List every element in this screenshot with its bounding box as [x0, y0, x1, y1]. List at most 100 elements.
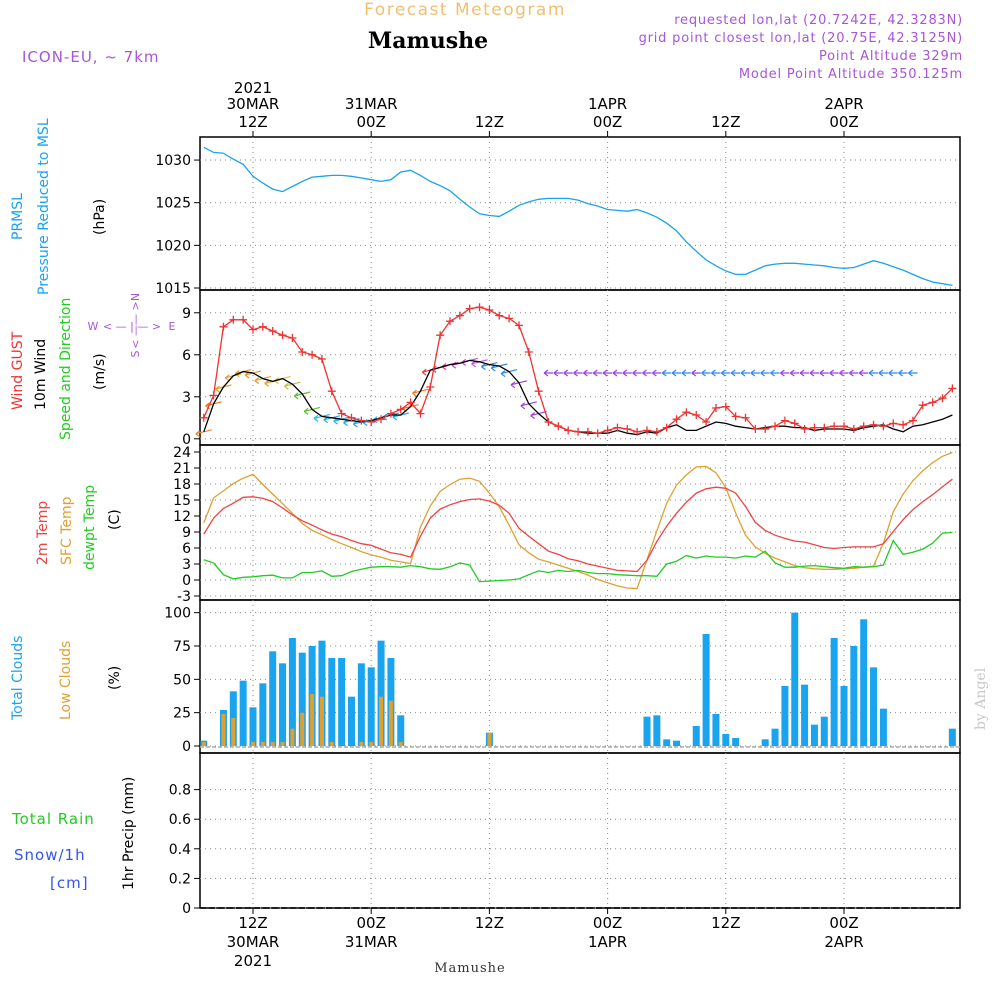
bottom-hour-label: 12Z [711, 914, 740, 932]
gust-point [505, 314, 514, 323]
top-hour-label: 12Z [238, 113, 267, 131]
wind-arrow [553, 369, 563, 377]
wind-speed-dir-label: Speed and Direction [58, 298, 74, 440]
top-date-label: 31MAR [345, 95, 398, 113]
compass-ns-arrow: < —— > [129, 301, 142, 348]
low-cloud-bar [260, 742, 265, 746]
wind-arrow [563, 369, 573, 377]
total-cloud-bar [663, 739, 671, 746]
total-clouds-label: Total Clouds [10, 636, 26, 721]
total-cloud-bar [801, 684, 809, 746]
gust-point [859, 422, 868, 431]
wind-arrow [632, 369, 642, 377]
wind-arrow [224, 373, 242, 382]
gust-point [928, 398, 937, 407]
gust-point [682, 408, 691, 417]
gust-point [317, 355, 326, 363]
gust-point [298, 348, 307, 356]
gust-point [386, 409, 395, 418]
cloud-bars [200, 612, 960, 748]
wind-arrow [720, 369, 731, 377]
wind-arrow [592, 369, 603, 377]
wind-arrow [642, 369, 652, 377]
precip-ylabel: 1hr Precip (mm) [121, 777, 137, 890]
dewpt-temp-label: dewpt Temp [82, 485, 98, 570]
total-cloud-bar [771, 728, 779, 746]
wind-arrow [780, 369, 790, 377]
gust-point [672, 415, 681, 424]
wind-arrow [770, 369, 780, 377]
clouds-panel: 0 25 50 75 100 Total Clouds Low Clouds (%) [10, 599, 961, 755]
total-cloud-bar [840, 686, 848, 746]
low-cloud-bar [270, 742, 275, 746]
total-cloud-bar [761, 739, 769, 746]
gust-point [564, 426, 573, 435]
snow-units-label: [cm] [50, 874, 89, 892]
low-cloud-bar [201, 742, 206, 746]
total-cloud-bar [348, 696, 355, 746]
wind-arrow [848, 369, 859, 377]
total-cloud-bar [791, 612, 799, 746]
bottom-hour-label: 00Z [357, 914, 386, 932]
requested-lonlat: requested lon,lat (20.7242E, 42.3283N) [674, 13, 963, 28]
wind-units: (m/s) [92, 353, 108, 390]
gust-point [219, 322, 228, 331]
gust-point [652, 427, 661, 436]
wind-arrow [651, 369, 662, 377]
gust-point [465, 304, 474, 313]
bottom-date-label: 2APR [824, 933, 863, 951]
gust-point [514, 321, 523, 330]
p3-ytick-label: 18 [173, 477, 191, 493]
p2-ytick-label: 0 [182, 432, 191, 448]
top-hour-label: 12Z [711, 113, 740, 131]
wind-y-axis: 0 3 6 9 [182, 306, 200, 448]
wind-arrow [195, 429, 212, 438]
wind-arrow [760, 369, 770, 377]
total-rain-label: Total Rain [11, 810, 95, 828]
low-cloud-bar [290, 728, 295, 746]
total-cloud-bar [298, 652, 306, 746]
wind-arrow [858, 369, 869, 377]
total-cloud-bar [367, 667, 375, 746]
station-title: Mamushe [368, 28, 488, 54]
gust-point [613, 423, 622, 432]
total-cloud-bar [249, 707, 257, 746]
grid-point-lonlat: grid point closest lon,lat (20.75E, 42.3… [639, 31, 963, 46]
gust-point [702, 418, 711, 426]
wind-arrow [809, 369, 819, 377]
low-cloud-bar [379, 696, 384, 746]
low-cloud-bar [231, 718, 236, 746]
wind-arrow [284, 381, 301, 390]
gust-point [721, 402, 730, 411]
wind-arrow [888, 369, 898, 377]
gust-point [574, 427, 583, 436]
top-hour-label: 00Z [357, 113, 386, 131]
wind-panel: 0 3 6 9 Wind GUST 10m Wind Speed and Direct… [10, 289, 961, 448]
wind-arrow [602, 369, 613, 377]
temp-2m-label: 2m Temp [35, 501, 51, 565]
watermark: by Angel [973, 667, 989, 730]
precip-frame [199, 752, 961, 909]
wind-arrow [671, 369, 682, 377]
total-cloud-bar [810, 724, 818, 746]
wind-arrow [789, 369, 800, 377]
total-cloud-bar [673, 740, 681, 746]
wind-arrow [839, 369, 849, 377]
sfc-temp-line [203, 451, 953, 590]
gust-point [495, 311, 504, 320]
gust-point [800, 425, 809, 433]
total-cloud-bar [732, 738, 740, 746]
gust-point [209, 391, 218, 400]
total-cloud-bar [870, 667, 878, 746]
gust-point [229, 315, 238, 324]
wind-gust-line [203, 306, 953, 434]
wind-10m-line [203, 359, 953, 436]
wind-arrow [661, 369, 672, 377]
snow-label: Snow/1h [14, 846, 86, 864]
gust-point [849, 425, 858, 433]
wind-gust-label: Wind GUST [10, 331, 26, 410]
wind-arrow [829, 369, 839, 377]
